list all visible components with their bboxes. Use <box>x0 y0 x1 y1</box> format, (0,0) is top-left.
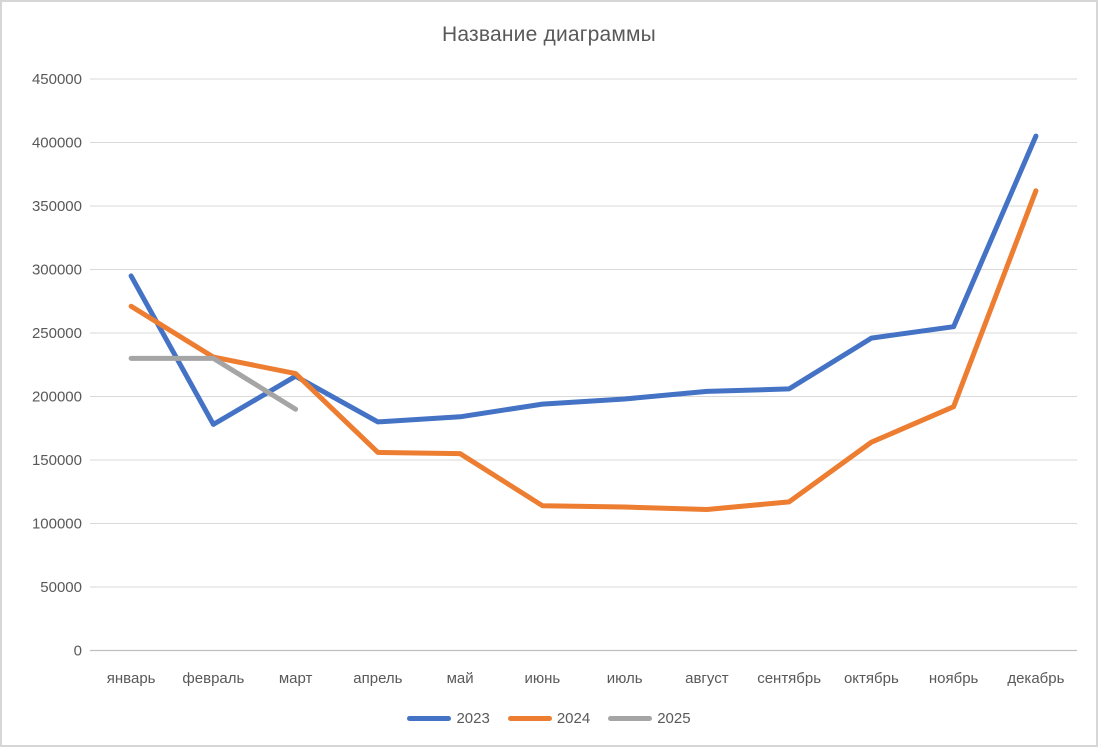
x-tick-label: март <box>279 670 313 687</box>
y-tick-label: 400000 <box>32 135 82 152</box>
legend-label-2025: 2025 <box>657 709 691 727</box>
x-tick-label: июль <box>607 670 643 687</box>
y-tick-label: 100000 <box>32 516 82 533</box>
y-tick-label: 350000 <box>32 198 82 215</box>
x-tick-label: август <box>685 670 729 687</box>
x-tick-label: октябрь <box>844 670 899 687</box>
legend-label-2024: 2024 <box>556 709 591 727</box>
y-tick-label: 450000 <box>32 71 82 88</box>
x-tick-label: январь <box>107 670 156 687</box>
x-tick-label: сентябрь <box>757 670 821 687</box>
legend-label-2023: 2023 <box>456 709 490 727</box>
legend-item-2023[interactable]: 2023 <box>407 709 490 727</box>
legend-line-swatch-2023 <box>407 715 452 721</box>
x-tick-label: февраль <box>182 670 244 687</box>
legend-line-swatch-2024 <box>507 715 552 721</box>
legend-item-2024[interactable]: 2024 <box>507 709 591 727</box>
y-tick-label: 250000 <box>32 325 82 342</box>
y-tick-label: 50000 <box>40 579 82 596</box>
series-line-2024[interactable] <box>128 188 1039 512</box>
series-line-2023[interactable] <box>128 133 1039 427</box>
x-tick-label: апрель <box>353 670 402 687</box>
x-tick-label: декабрь <box>1007 670 1064 687</box>
y-tick-label: 200000 <box>32 389 82 406</box>
x-tick-label: ноябрь <box>929 670 979 687</box>
legend-item-2025[interactable]: 2025 <box>608 709 691 727</box>
legend-line-swatch-2025 <box>608 715 653 721</box>
legend: 2023 2024 2025 <box>2 707 1096 729</box>
chart-title[interactable]: Название диаграммы <box>442 23 656 46</box>
y-tick-label: 0 <box>74 643 82 660</box>
y-tick-label: 300000 <box>32 262 82 279</box>
x-tick-label: июнь <box>525 670 561 687</box>
series-line-2025[interactable] <box>128 355 299 412</box>
x-tick-label: май <box>447 670 474 687</box>
y-tick-label: 150000 <box>32 452 82 469</box>
